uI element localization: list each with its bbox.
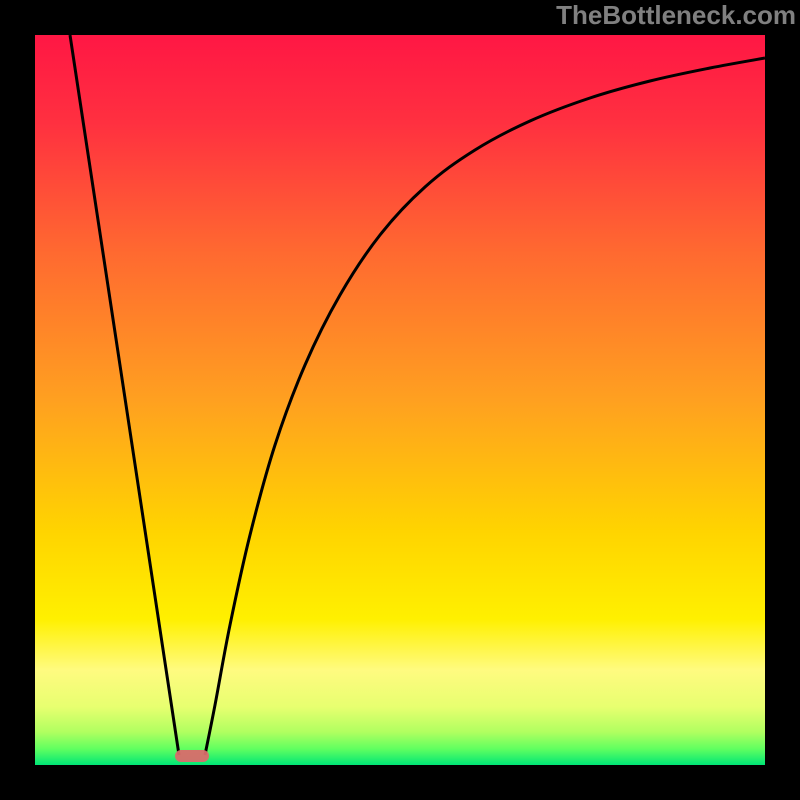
vertex-marker xyxy=(175,750,209,762)
curve-left-segment xyxy=(70,35,179,755)
plot-area xyxy=(35,35,765,765)
chart-container: TheBottleneck.com xyxy=(0,0,800,800)
curve-right-segment xyxy=(205,58,765,755)
curve-layer xyxy=(35,35,765,765)
watermark-text: TheBottleneck.com xyxy=(556,0,796,31)
